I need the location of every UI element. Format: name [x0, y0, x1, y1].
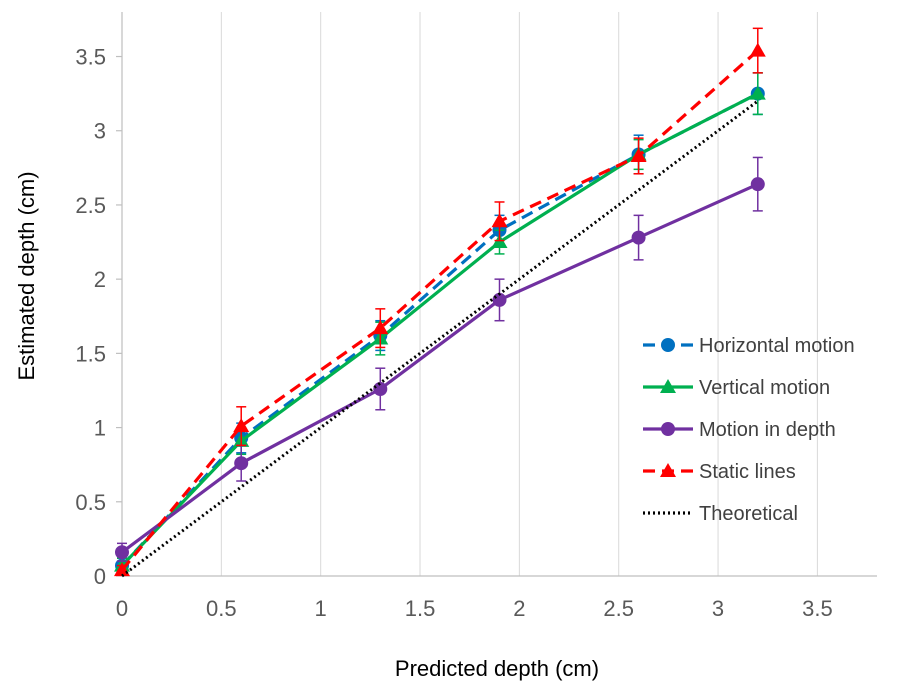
series-3: [114, 27, 766, 577]
axes: [116, 12, 877, 577]
tick-labels: 0 0.5 1 1.5 2 2.5 3 3.5 0 0.5 1 1.5 2 2.5 3 3.5: [75, 45, 832, 621]
y-tick-label-5: 2.5: [75, 193, 106, 218]
legend-item-3: Static lines: [643, 461, 796, 483]
legend: Horizontal motion Vertical motion Motion i…: [643, 335, 855, 525]
x-tick-label-0: 0: [116, 596, 128, 621]
legend-label-1: Vertical motion: [699, 377, 830, 399]
series-group: [114, 27, 766, 578]
legend-label-2: Motion in depth: [699, 419, 836, 441]
y-axis-title: Estimated depth (cm): [14, 171, 39, 380]
legend-label-4: Theoretical: [699, 503, 798, 525]
data-point-3-2: [372, 320, 389, 335]
data-point-3-1: [233, 418, 250, 433]
data-point-2-4: [631, 230, 646, 245]
data-point-3-3: [491, 213, 508, 228]
data-point-2-2: [373, 381, 388, 396]
series-1: [114, 72, 766, 574]
x-tick-label-5: 2.5: [603, 596, 634, 621]
series-4: [121, 99, 759, 578]
x-tick-label-4: 2: [513, 596, 525, 621]
legend-item-0: Horizontal motion: [643, 335, 855, 357]
series-line-3: [120, 49, 759, 572]
series-line-1: [120, 92, 759, 567]
y-tick-label-1: 0.5: [75, 490, 106, 515]
y-tick-label-6: 3: [94, 119, 106, 144]
data-point-2-1: [234, 456, 249, 471]
legend-swatch-marker-2: [661, 422, 675, 436]
legend-item-4: Theoretical: [643, 503, 798, 525]
y-tick-label-7: 3.5: [75, 45, 106, 70]
legend-swatch-marker-3: [660, 463, 676, 477]
data-point-2-5: [750, 177, 765, 192]
data-point-3-5: [749, 42, 766, 57]
legend-item-1: Vertical motion: [643, 377, 830, 399]
x-tick-label-1: 0.5: [206, 596, 237, 621]
x-tick-label-2: 1: [315, 596, 327, 621]
x-tick-label-6: 3: [712, 596, 724, 621]
series-line-4: [121, 99, 759, 578]
y-tick-label-4: 2: [94, 267, 106, 292]
data-point-1-5: [749, 85, 766, 100]
data-point-3-4: [630, 147, 647, 162]
legend-item-2: Motion in depth: [643, 419, 836, 441]
series-line-0: [120, 92, 759, 567]
data-point-2-0: [115, 545, 129, 560]
series-line-2: [121, 182, 759, 554]
x-tick-label-7: 3.5: [802, 596, 833, 621]
y-tick-label-0: 0: [94, 564, 106, 589]
y-tick-label-2: 1: [94, 416, 106, 441]
legend-swatch-marker-0: [661, 338, 675, 352]
y-tick-label-3: 1.5: [75, 341, 106, 366]
grid-lines: [220, 12, 818, 576]
legend-label-3: Static lines: [699, 461, 796, 483]
legend-label-0: Horizontal motion: [699, 335, 855, 357]
x-tick-label-3: 1.5: [405, 596, 436, 621]
series-0: [115, 72, 765, 574]
x-axis-title: Predicted depth (cm): [395, 656, 599, 681]
legend-swatch-marker-1: [660, 379, 676, 393]
series-2: [115, 156, 765, 562]
